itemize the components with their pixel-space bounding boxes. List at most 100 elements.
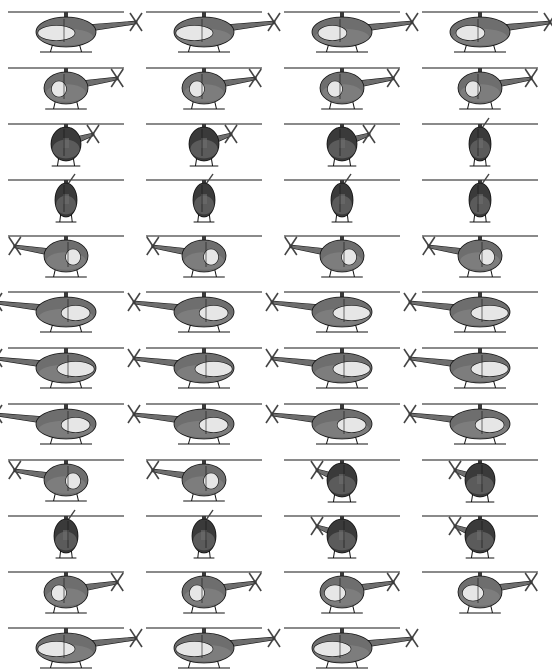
helicopter-frame — [138, 0, 281, 56]
helicopter-sprite — [284, 123, 400, 167]
hull-shade — [328, 531, 356, 551]
helicopter-frame — [138, 56, 276, 112]
rotor-mast — [64, 68, 68, 74]
helicopter-sprite — [284, 67, 400, 110]
helicopter-sprite — [146, 123, 262, 167]
helicopter-sprite — [284, 627, 419, 669]
engine-housing — [63, 194, 69, 204]
rotor-mast — [478, 68, 482, 74]
rotor-mast — [202, 292, 206, 298]
helicopter-sprite — [8, 123, 124, 167]
cockpit-canopy — [470, 361, 509, 377]
engine-housing — [477, 474, 483, 484]
helicopter-frame — [265, 280, 414, 336]
hull-shade — [55, 531, 77, 551]
cockpit-canopy — [198, 417, 229, 433]
tail-rotor-blade — [67, 173, 76, 185]
cockpit-canopy — [313, 641, 352, 657]
helicopter-frame — [276, 448, 414, 504]
helicopter-sprite — [284, 11, 419, 53]
cockpit-canopy — [455, 25, 486, 41]
cockpit-canopy — [470, 305, 509, 321]
rotor-mast — [202, 348, 206, 354]
rotor-mast — [478, 292, 482, 298]
helicopter-frame — [0, 112, 138, 168]
helicopter-frame — [138, 112, 276, 168]
cockpit-canopy — [479, 248, 495, 266]
helicopter-frame — [276, 224, 414, 280]
cockpit-canopy — [56, 361, 95, 377]
cockpit-canopy — [327, 80, 343, 98]
cockpit-canopy — [324, 584, 346, 602]
rotor-mast — [64, 236, 68, 242]
rotor-mast — [340, 628, 344, 634]
cockpit-canopy — [332, 361, 371, 377]
helicopter-frame — [276, 168, 414, 224]
helicopter-sprite — [422, 67, 538, 110]
tail-rotor-hub — [151, 244, 155, 248]
tail-rotor-hub — [13, 468, 17, 472]
helicopter-frame — [265, 336, 414, 392]
cockpit-canopy — [175, 641, 214, 657]
engine-housing — [477, 530, 483, 540]
helicopter-sprite — [8, 11, 143, 53]
helicopter-sprite — [422, 11, 552, 53]
helicopter-frame — [0, 0, 143, 56]
tail-rotor-hub — [132, 356, 136, 360]
helicopter-frame — [414, 560, 552, 616]
cockpit-canopy — [332, 305, 371, 321]
helicopter-sprite — [403, 403, 538, 445]
rotor-mast — [478, 404, 482, 410]
helicopter-frame — [0, 560, 138, 616]
tail-rotor-hub — [272, 20, 276, 24]
tail-rotor-hub — [315, 468, 319, 472]
tail-rotor-hub — [229, 132, 233, 136]
helicopter-frame — [403, 280, 552, 336]
hull-shade — [194, 195, 214, 215]
tail-rotor-hub — [529, 580, 533, 584]
rotor-mast — [340, 404, 344, 410]
tail-rotor-blade — [343, 173, 352, 185]
cockpit-canopy — [37, 25, 76, 41]
helicopter-sprite — [8, 173, 124, 223]
hull-shade — [328, 139, 356, 159]
engine-housing — [63, 530, 69, 540]
cockpit-canopy — [203, 248, 219, 266]
hull-shade — [470, 139, 490, 159]
tail-rotor-hub — [391, 76, 395, 80]
helicopter-sprite — [146, 67, 262, 110]
helicopter-frame — [127, 280, 276, 336]
helicopter-sprite — [422, 515, 538, 559]
helicopter-frame — [276, 560, 414, 616]
rotor-mast — [202, 628, 206, 634]
helicopter-frame — [138, 560, 276, 616]
tail-rotor-hub — [91, 132, 95, 136]
rotor-mast — [478, 572, 482, 578]
helicopter-frame — [276, 616, 419, 672]
rotor-mast — [64, 292, 68, 298]
tail-rotor-blade — [481, 173, 490, 185]
helicopter-sprite — [284, 173, 400, 223]
hull-shade — [193, 531, 215, 551]
helicopter-frame — [276, 56, 414, 112]
helicopter-sprite — [146, 11, 281, 53]
rotor-mast — [202, 460, 206, 466]
tail-rotor-blade — [481, 117, 490, 129]
tail-rotor-hub — [115, 580, 119, 584]
hull-shade — [470, 195, 490, 215]
helicopter-sprite — [265, 291, 400, 333]
tail-rotor-hub — [410, 20, 414, 24]
helicopter-frame — [414, 448, 552, 504]
helicopter-frame — [0, 392, 138, 448]
helicopter-frame — [276, 0, 419, 56]
hull-shade — [466, 531, 494, 551]
helicopter-sprite — [422, 235, 538, 278]
cockpit-canopy — [51, 80, 67, 98]
tail-rotor-hub — [408, 356, 412, 360]
helicopter-sprite — [146, 173, 262, 223]
rotor-mast — [478, 348, 482, 354]
helicopter-sprite — [265, 403, 400, 445]
helicopter-frame — [403, 336, 552, 392]
helicopter-frame — [276, 504, 414, 560]
helicopter-sprite — [422, 117, 538, 167]
